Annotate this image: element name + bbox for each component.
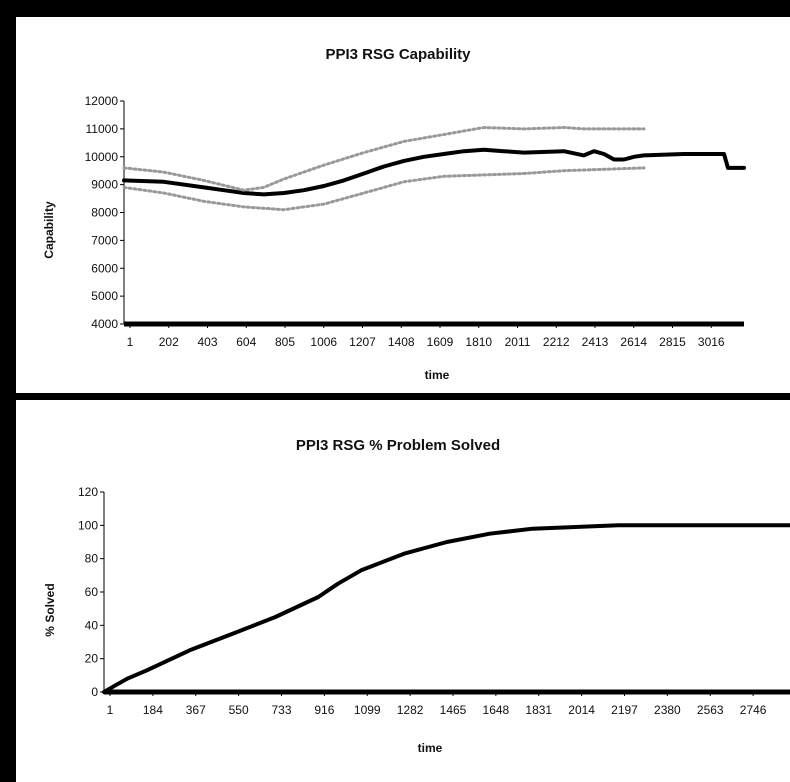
x-tick-label: 1408: [388, 335, 415, 349]
y-tick-label: 60: [85, 585, 99, 599]
x-tick-label: 1207: [349, 335, 376, 349]
x-axis-label: time: [425, 368, 450, 382]
y-tick-label: 80: [85, 552, 99, 566]
x-tick-label: 184: [143, 703, 163, 717]
y-tick-label: 10000: [85, 150, 119, 164]
x-tick-label: 2413: [582, 335, 609, 349]
x-tick-label: 1: [107, 703, 114, 717]
x-tick-label: 604: [236, 335, 256, 349]
y-axis-label: Capability: [42, 201, 56, 259]
x-axis-label: time: [418, 741, 443, 755]
x-tick-label: 202: [159, 335, 179, 349]
x-tick-label: 1: [127, 335, 134, 349]
chart-panel-solved: PPI3 RSG % Problem Solved % Solved time …: [16, 400, 790, 782]
x-tick-label: 2011: [505, 335, 531, 349]
x-tick-label: 1465: [440, 703, 467, 717]
y-tick-label: 5000: [91, 289, 118, 303]
x-tick-label: 367: [186, 703, 206, 717]
y-tick-label: 40: [85, 618, 99, 632]
y-tick-label: 20: [85, 652, 99, 666]
series-line: [122, 147, 746, 197]
bound-line: [122, 126, 646, 192]
x-tick-label: 2746: [740, 703, 767, 717]
x-tick-label: 1648: [483, 703, 510, 717]
y-tick-label: 120: [78, 485, 98, 499]
x-tick-label: 2380: [654, 703, 681, 717]
x-tick-label: 2014: [568, 703, 595, 717]
chart-title: PPI3 RSG Capability: [325, 46, 471, 63]
x-tick-label: 2815: [659, 335, 686, 349]
x-tick-label: 3016: [698, 335, 725, 349]
y-tick-label: 7000: [91, 233, 118, 247]
x-tick-label: 733: [271, 703, 291, 717]
bound-line: [122, 166, 646, 212]
chart-title: PPI3 RSG % Problem Solved: [296, 437, 500, 454]
x-tick-label: 916: [314, 703, 334, 717]
y-axis-label: % Solved: [43, 583, 57, 636]
y-tick-label: 0: [91, 685, 98, 699]
x-tick-label: 2212: [543, 335, 570, 349]
solved-chart: PPI3 RSG % Problem Solved % Solved time …: [43, 437, 790, 755]
x-tick-label: 2563: [697, 703, 724, 717]
y-tick-label: 6000: [91, 261, 118, 275]
y-tick-label: 4000: [91, 317, 118, 331]
x-tick-label: 1831: [525, 703, 552, 717]
capability-chart: PPI3 RSG Capability Capability time 4000…: [42, 46, 746, 382]
x-tick-label: 1006: [310, 335, 337, 349]
x-tick-label: 403: [197, 335, 217, 349]
x-tick-label: 1810: [465, 335, 492, 349]
y-tick-label: 9000: [91, 178, 118, 192]
x-tick-label: 2197: [611, 703, 638, 717]
x-tick-label: 1282: [397, 703, 424, 717]
y-tick-label: 11000: [86, 122, 119, 136]
x-tick-label: 2614: [620, 335, 647, 349]
x-tick-label: 1609: [427, 335, 454, 349]
plot-area: 4000 5000 6000 7000 8000 9000 10000 11000 12000 1…: [85, 94, 746, 349]
x-tick-label: 550: [229, 703, 249, 717]
series-line: [102, 523, 790, 694]
y-tick-label: 12000: [85, 94, 119, 108]
x-tick-label: 805: [275, 335, 295, 349]
y-tick-label: 100: [78, 518, 98, 532]
plot-area: 0 20 40 60 80 100 120 1 184 367 550 733 916 1099 1282 1…: [78, 485, 790, 717]
x-tick-label: 1099: [354, 703, 381, 717]
y-tick-label: 8000: [91, 206, 118, 220]
chart-panel-capability: PPI3 RSG Capability Capability time 4000…: [16, 17, 790, 393]
